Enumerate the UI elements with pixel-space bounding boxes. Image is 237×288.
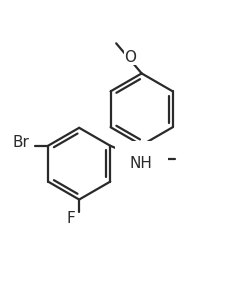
Text: Br: Br: [13, 135, 29, 150]
Text: NH: NH: [130, 156, 153, 171]
Text: O: O: [124, 50, 136, 65]
Text: F: F: [67, 211, 75, 226]
